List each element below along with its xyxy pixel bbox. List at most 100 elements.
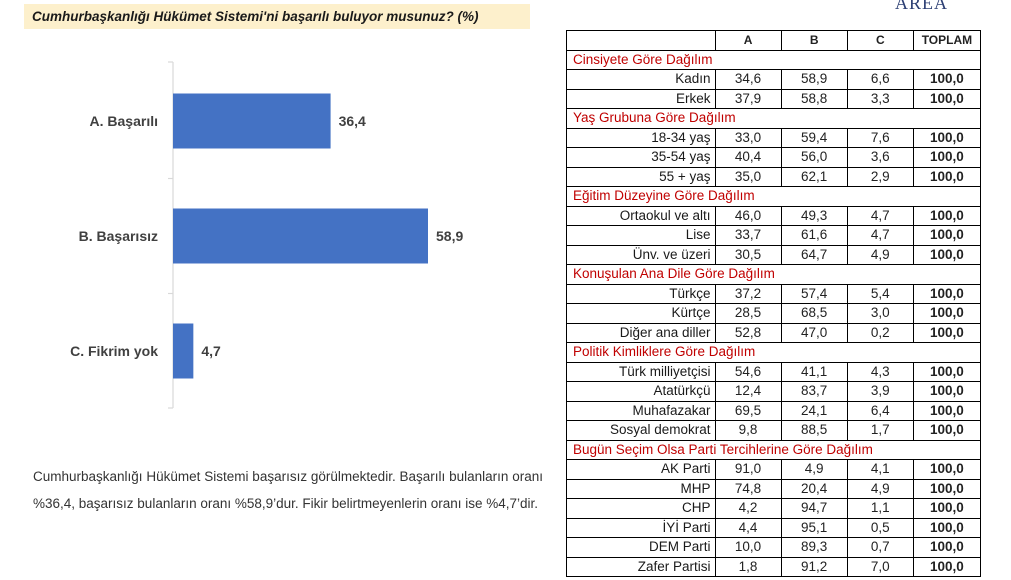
section-title: Politik Kimliklere Göre Dağılım [566,342,981,363]
row-label: Sosyal demokrat [566,420,716,441]
row-label: Diğer ana diller [566,322,716,343]
cell-total: 100,0 [912,303,982,324]
cell-total: 100,0 [912,88,982,109]
cell-a: 33,0 [714,127,782,148]
table-row: MHP 74,8 20,4 4,9 100,0 [566,478,982,499]
row-label: 18-34 yaş [566,127,716,148]
row-label: Türk milliyetçisi [566,361,716,382]
cell-a: 69,5 [714,400,782,421]
cell-b: 88,5 [780,420,848,441]
cell-c: 6,4 [846,400,914,421]
cell-b: 89,3 [780,537,848,558]
row-label: İYİ Parti [566,517,716,538]
cell-b: 61,6 [780,225,848,246]
table-section-row: Bugün Seçim Olsa Parti Tercihlerine Göre… [566,439,981,460]
cell-b: 83,7 [780,381,848,402]
table-row: Zafer Partisi 1,8 91,2 7,0 100,0 [566,556,982,577]
table-header-c: C [846,30,914,51]
cell-total: 100,0 [912,69,982,90]
cell-total: 100,0 [912,147,982,168]
cell-c: 4,1 [846,459,914,480]
description-text: Cumhurbaşkanlığı Hükümet Sistemi başarıs… [33,469,543,511]
table-row: Türk milliyetçisi 54,6 41,1 4,3 100,0 [566,361,982,382]
table-row: Atatürkçü 12,4 83,7 3,9 100,0 [566,381,982,402]
cell-c: 3,3 [846,88,914,109]
cell-c: 3,6 [846,147,914,168]
table-header-a: A [714,30,782,51]
table-row: Muhafazakar 69,5 24,1 6,4 100,0 [566,400,982,421]
cell-b: 95,1 [780,517,848,538]
table-section-row: Konuşulan Ana Dile Göre Dağılım [566,264,981,285]
row-label: Atatürkçü [566,381,716,402]
cell-c: 3,9 [846,381,914,402]
cell-total: 100,0 [912,459,982,480]
cell-total: 100,0 [912,400,982,421]
table-row: İYİ Parti 4,4 95,1 0,5 100,0 [566,517,982,538]
table-header-b: B [780,30,848,51]
cell-total: 100,0 [912,537,982,558]
cell-b: 64,7 [780,244,848,265]
table-row: CHP 4,2 94,7 1,1 100,0 [566,498,982,519]
cell-b: 47,0 [780,322,848,343]
row-label: Ünv. ve üzeri [566,244,716,265]
table-row: Erkek 37,9 58,8 3,3 100,0 [566,88,982,109]
category-label: B. Başarısız [79,228,158,244]
row-label: 55 + yaş [566,166,716,187]
cell-total: 100,0 [912,127,982,148]
row-label: Muhafazakar [566,400,716,421]
row-label: Türkçe [566,283,716,304]
bar [173,93,331,149]
cell-c: 3,0 [846,303,914,324]
table-section-row: Cinsiyete Göre Dağılım [566,49,981,70]
cell-c: 6,6 [846,69,914,90]
cell-a: 28,5 [714,303,782,324]
table-row: Kürtçe 28,5 68,5 3,0 100,0 [566,303,982,324]
cell-b: 20,4 [780,478,848,499]
section-title: Cinsiyete Göre Dağılım [566,49,981,70]
table-section-row: Yaş Grubuna Göre Dağılım [566,108,981,129]
table-row: Lise 33,7 61,6 4,7 100,0 [566,225,982,246]
row-label: Zafer Partisi [566,556,716,577]
row-label: Kürtçe [566,303,716,324]
cell-total: 100,0 [912,420,982,441]
cell-a: 34,6 [714,69,782,90]
cell-a: 4,4 [714,517,782,538]
cell-a: 37,2 [714,283,782,304]
category-label: C. Fikrim yok [70,343,158,359]
cell-total: 100,0 [912,498,982,519]
cell-total: 100,0 [912,381,982,402]
cell-a: 46,0 [714,205,782,226]
table-row: Diğer ana diller 52,8 47,0 0,2 100,0 [566,322,982,343]
cell-b: 91,2 [780,556,848,577]
cell-total: 100,0 [912,517,982,538]
table-row: Kadın 34,6 58,9 6,6 100,0 [566,69,982,90]
bar [173,208,428,264]
table-row: 35-54 yaş 40,4 56,0 3,6 100,0 [566,147,982,168]
table-header-empty [566,30,716,51]
cell-b: 94,7 [780,498,848,519]
cell-a: 30,5 [714,244,782,265]
section-title: Eğitim Düzeyine Göre Dağılım [566,186,981,207]
cell-b: 68,5 [780,303,848,324]
cell-c: 4,7 [846,225,914,246]
cell-b: 24,1 [780,400,848,421]
section-title: Yaş Grubuna Göre Dağılım [566,108,981,129]
row-label: AK Parti [566,459,716,480]
cell-total: 100,0 [912,322,982,343]
cell-b: 57,4 [780,283,848,304]
cell-c: 0,5 [846,517,914,538]
cell-b: 41,1 [780,361,848,382]
cell-a: 12,4 [714,381,782,402]
cell-c: 5,4 [846,283,914,304]
cell-total: 100,0 [912,166,982,187]
cell-total: 100,0 [912,225,982,246]
bar-chart: A. Başarılı 36,4 B. Başarısız 58,9 C. Fikrim… [70,61,463,409]
table-row: AK Parti 91,0 4,9 4,1 100,0 [566,459,982,480]
cell-c: 7,6 [846,127,914,148]
table-row: Sosyal demokrat 9,8 88,5 1,7 100,0 [566,420,982,441]
cell-c: 2,9 [846,166,914,187]
cell-a: 9,8 [714,420,782,441]
cell-c: 1,1 [846,498,914,519]
cell-b: 62,1 [780,166,848,187]
row-label: 35-54 yaş [566,147,716,168]
